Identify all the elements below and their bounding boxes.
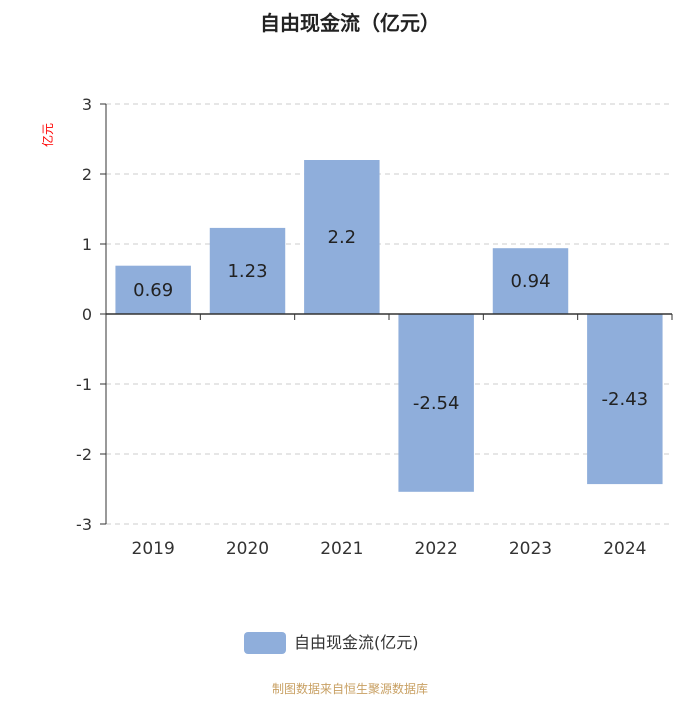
data-labels: 0.69 1.23 2.2 -2.54 0.94 -2.43 [133, 227, 648, 414]
gridlines [106, 103, 672, 525]
y-axis-unit-label: 亿元 [40, 123, 55, 147]
legend-swatch [244, 632, 286, 654]
bar [115, 265, 191, 314]
legend[interactable]: 自由现金流(亿元) [244, 632, 419, 654]
bar [304, 160, 380, 314]
data-label: 2.2 [328, 227, 357, 248]
y-tick-label: -3 [76, 515, 92, 534]
data-label: -2.54 [413, 393, 460, 414]
y-tick-label: 1 [82, 235, 92, 254]
y-tick-label: 2 [82, 165, 92, 184]
x-tick-label: 2019 [132, 539, 175, 559]
data-source-note: 制图数据来自恒生聚源数据库 [272, 681, 428, 696]
data-label: -2.43 [602, 389, 649, 410]
data-label: 1.23 [227, 261, 267, 282]
x-tick-label: 2023 [509, 539, 552, 559]
y-tick-label: 3 [82, 95, 92, 114]
x-tick-label: 2024 [603, 539, 646, 559]
y-tick-label: -1 [76, 375, 92, 394]
axes: 3 2 1 0 -1 -2 -3 2019 2020 2021 2022 2023 2024 [76, 95, 673, 559]
y-tick-label: 0 [82, 305, 92, 324]
legend-label: 自由现金流(亿元) [294, 633, 419, 652]
chart-title: 自由现金流（亿元） [260, 11, 440, 35]
data-label: 0.69 [133, 280, 173, 301]
data-label: 0.94 [510, 271, 550, 292]
x-tick-label: 2021 [320, 539, 363, 559]
x-tick-label: 2022 [415, 539, 458, 559]
bar [209, 227, 286, 314]
bar [492, 248, 569, 314]
y-tick-label: -2 [76, 445, 92, 464]
bars [115, 160, 663, 492]
bar [398, 314, 474, 492]
x-tick-label: 2020 [226, 539, 269, 559]
bar [587, 314, 663, 485]
